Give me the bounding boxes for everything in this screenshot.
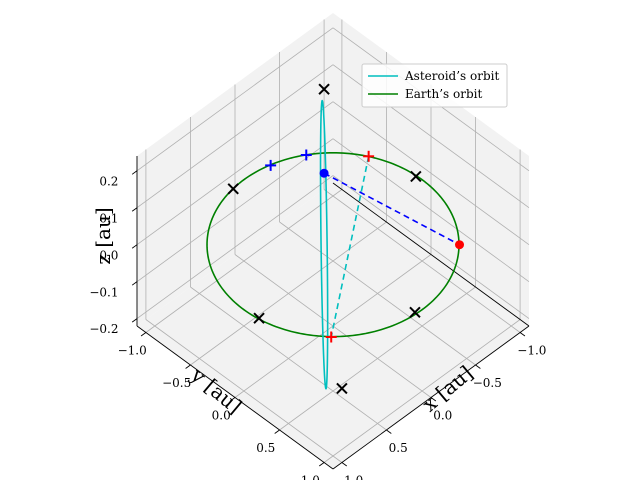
grid-line-z <box>136 175 334 319</box>
x-marker <box>409 306 421 319</box>
z-tick-label: 0.1 <box>99 211 118 225</box>
z-tick-label: −0.1 <box>89 285 118 299</box>
x-tick-label: 0.0 <box>212 408 231 422</box>
z-tick <box>131 170 138 175</box>
x-marker <box>253 312 265 324</box>
y-tick-label: 0.0 <box>433 408 452 422</box>
y-tick-label: 0.5 <box>389 441 408 455</box>
connector-dashed-line <box>330 156 370 338</box>
grid-line-z <box>136 101 334 246</box>
y-tick <box>475 364 481 369</box>
z-tick <box>131 244 138 249</box>
x-marker <box>336 382 348 395</box>
connector-dashed-line <box>323 172 460 246</box>
grid-line-y <box>145 319 343 463</box>
plus-marker <box>363 150 375 162</box>
grid-line-z <box>332 138 530 282</box>
x-tick-label: 0.5 <box>256 441 275 455</box>
z-tick-label: −0.2 <box>89 322 118 336</box>
z-tick <box>131 318 138 323</box>
grid-line-y <box>279 221 476 366</box>
dot-marker <box>455 240 465 250</box>
x-axis-line <box>332 182 530 327</box>
grid-line-z <box>332 175 530 319</box>
plus-marker <box>300 149 312 161</box>
connector-lines <box>323 156 460 338</box>
x-tick <box>229 397 236 402</box>
grid-line-y <box>190 286 387 431</box>
grid-line-z <box>332 101 530 246</box>
dot-marker <box>319 168 329 178</box>
y-tick-label: −1.0 <box>517 343 546 357</box>
z-tick-label: 0.2 <box>99 174 118 188</box>
grid-line-z <box>136 27 334 172</box>
orbit-curves <box>206 99 460 390</box>
z-axis-label: z [au] <box>91 207 115 264</box>
x-tick <box>274 429 280 434</box>
tick-labels: −1.0 −0.5 0.0 0.5 1.0 −1.0 −0.5 0.0 0.5 1.0 −0.2 −0… <box>89 174 546 480</box>
tick-marks <box>131 170 526 467</box>
grid-lines <box>136 19 530 463</box>
legend: Asteroid’s orbit Earth’s orbit <box>361 63 508 108</box>
plus-marker <box>265 159 277 171</box>
legend-label-asteroid: Asteroid’s orbit <box>404 69 499 83</box>
y-tick-label: −0.5 <box>473 376 502 390</box>
earth-s-orbit-line <box>206 151 460 338</box>
x-tick-label: −0.5 <box>162 376 191 390</box>
x-tick-label: −1.0 <box>118 343 147 357</box>
legend-label-earth: Earth’s orbit <box>405 87 482 101</box>
x-tick <box>185 364 191 369</box>
y-tick <box>430 397 437 402</box>
x-tick <box>140 332 147 337</box>
asteroid-s-orbit-line <box>319 99 329 390</box>
legend-frame <box>361 63 508 108</box>
plus-marker <box>325 331 337 343</box>
grid-line-z <box>136 64 334 209</box>
z-tick-label: 0.0 <box>99 248 118 262</box>
z-tick <box>131 281 138 286</box>
x-tick-label: 1.0 <box>301 473 320 480</box>
y-tick <box>386 429 392 434</box>
z-tick <box>131 207 138 212</box>
x-tick <box>318 462 325 467</box>
y-tick-label: 1.0 <box>344 473 363 480</box>
y-tick <box>341 462 348 467</box>
x-marker <box>410 170 422 183</box>
grid-line-y <box>323 189 521 333</box>
y-tick <box>519 332 526 337</box>
point-markers <box>227 83 465 395</box>
x-marker <box>227 183 239 195</box>
x-marker <box>318 83 330 95</box>
grid-line-z <box>136 138 334 282</box>
